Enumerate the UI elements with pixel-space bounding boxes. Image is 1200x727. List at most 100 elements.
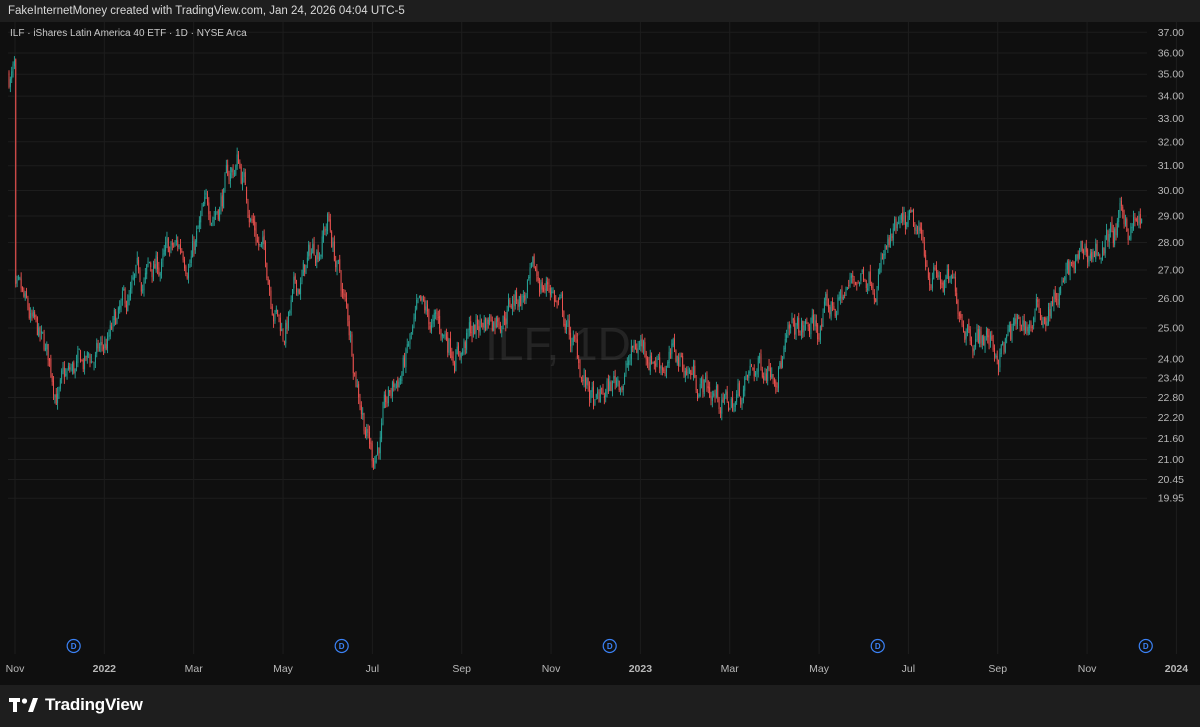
candle-body [788,324,790,329]
candle-body [832,301,833,306]
candle-body [810,323,812,335]
price-tick-label: 22.20 [1158,412,1184,424]
time-axis[interactable]: Nov 2022 Mar May Jul Sep Nov 2023 Mar May Jul Sep No… [6,663,1200,675]
candle-body [779,362,781,368]
candle-body [487,319,489,325]
candle-body [396,381,397,383]
candle-body [352,356,354,374]
candle-body [655,363,657,367]
candle-body [146,264,148,275]
candle-body [574,336,576,338]
candle-body [1084,247,1086,254]
candle-body [325,228,327,230]
candle-body [806,321,808,324]
candle-body [587,377,589,386]
dividend-marker[interactable] [1138,638,1153,654]
candle-body [378,447,380,454]
candle-body [579,365,581,378]
candle-body [838,296,840,300]
candle-body [389,390,391,393]
candle-body [104,342,106,348]
candle-body [722,397,724,402]
candle-body [798,317,800,333]
candle-body [713,393,715,396]
candle-body [1031,326,1033,328]
dividend-marker[interactable] [66,638,81,654]
candle-body [639,345,640,347]
candle-body [1139,214,1141,225]
candle-body [551,291,553,294]
candle-body [995,355,997,358]
candle-body [1131,227,1133,229]
candle-body [703,379,705,394]
candle-body [481,320,482,322]
dividend-marker[interactable] [602,638,617,654]
candle-body [772,374,774,379]
candle-body [868,273,870,289]
candle-body [497,318,499,322]
candle-body [694,365,696,378]
candle-body [90,360,92,363]
price-chart[interactable]: ILF, 1D DDDDDDDDDD 37.0036.0035.0034.003… [0,22,1200,685]
candle-body [348,321,350,336]
candle-body [117,307,119,319]
candle-body [382,407,384,425]
tradingview-logo[interactable]: TradingView [9,695,143,715]
candle-body [38,327,40,337]
candle-body [583,375,585,383]
candle-body [69,367,71,370]
candle-body [852,275,854,278]
candle-body [714,395,716,397]
candle-body [717,385,719,398]
price-axis[interactable]: 37.00 36.00 35.00 34.00 33.00 32.00 31.00 30.00… [1158,27,1184,505]
candle-body [1058,293,1060,305]
candle-body [193,242,195,251]
candle-body [1099,255,1101,257]
candle-body [39,327,41,336]
candle-body [36,317,38,335]
candle-body [416,300,418,309]
candle-body [1052,300,1053,304]
candle-body [324,228,326,232]
candle-body [771,374,773,378]
candle-body [1015,318,1017,324]
chart-area[interactable]: ILF, 1D DDDDDDDDDD 37.0036.0035.0034.003… [0,22,1200,685]
candle-body [70,368,72,370]
candle-body [356,385,358,387]
candle-body [138,260,140,270]
candle-body [1007,329,1009,336]
time-tick-label: 2024 [1165,663,1189,675]
candle-body [667,362,669,368]
candle-body [1119,203,1121,212]
candle-body [404,358,405,366]
candle-body [570,332,572,347]
candle-body [188,268,189,279]
candle-body [211,223,212,224]
candle-body [45,348,46,350]
candle-body [43,334,45,350]
candle-body [1138,216,1140,224]
candle-body [1102,247,1103,261]
dividend-marker[interactable] [870,638,885,654]
candle-body [965,331,967,339]
candle-body [529,267,531,278]
candle-body [964,331,966,340]
candle-body [441,333,443,337]
candle-body [796,318,798,326]
dividend-marker-label: D [71,642,77,651]
candle-body [628,360,630,365]
candle-body [194,240,196,251]
candle-body [968,323,970,330]
candle-body [1103,247,1105,255]
dividend-marker[interactable] [334,638,349,654]
candle-body [834,308,836,316]
candle-body [736,394,738,402]
candle-body [782,358,783,367]
candles [8,56,1143,470]
candle-body [508,299,509,311]
event-markers[interactable]: DDDDDDDDDD [66,638,1200,654]
candle-body [285,323,287,344]
candle-body [374,460,376,469]
candle-body [99,347,100,349]
candle-body [1049,309,1051,317]
